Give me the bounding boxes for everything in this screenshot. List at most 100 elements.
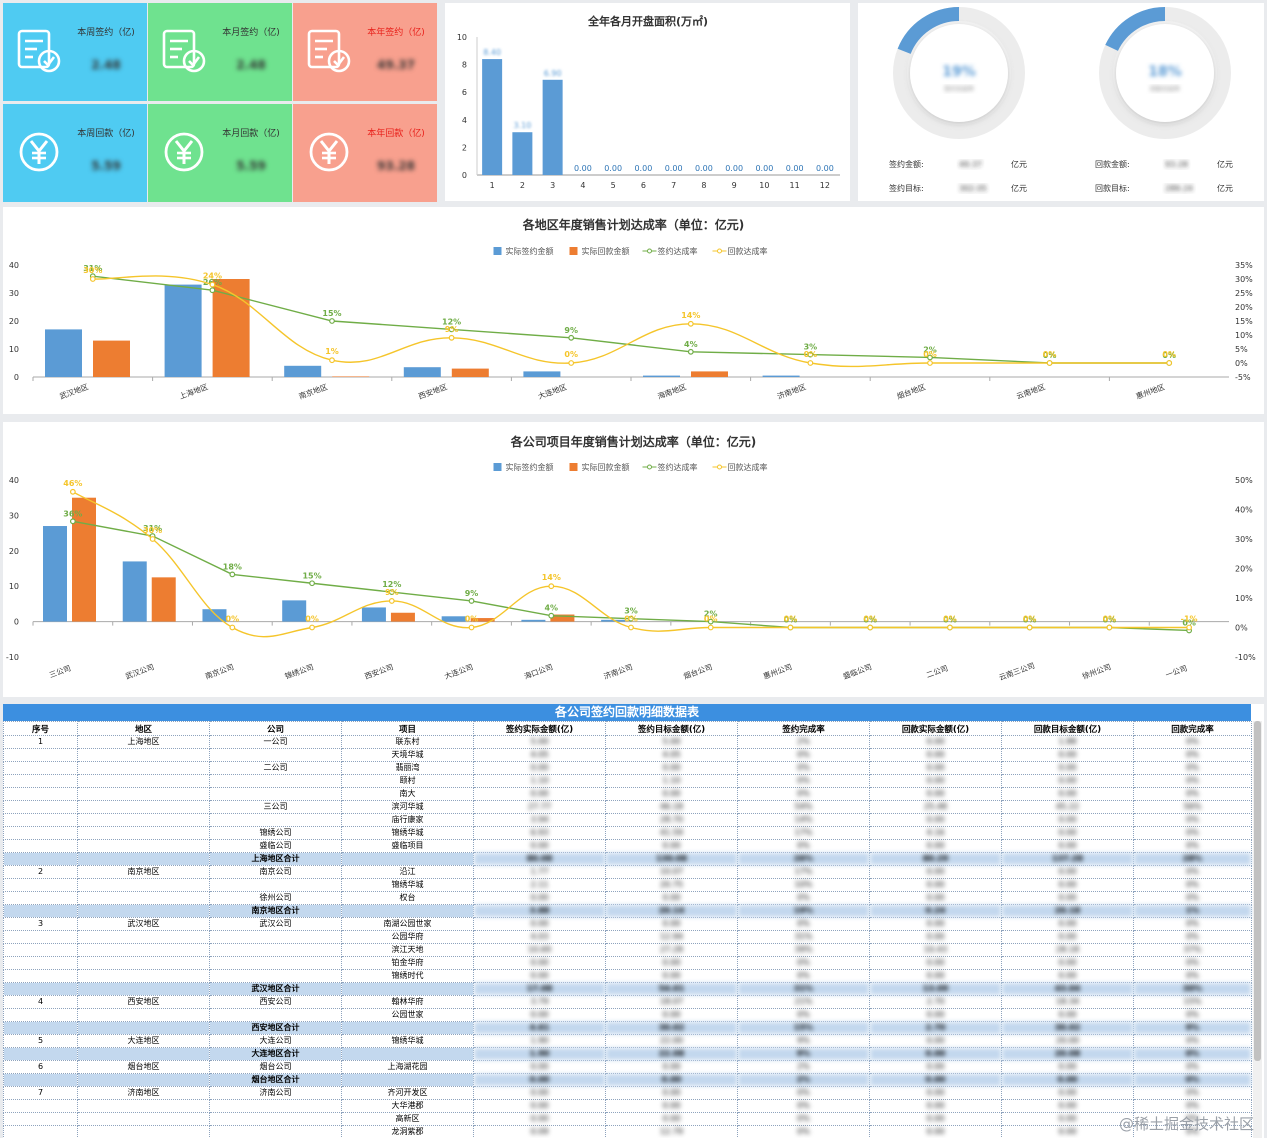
pay-rate-label: 0% (804, 350, 818, 359)
x-category-label: 锦绣公司 (283, 661, 315, 681)
x-category-label: 济南公司 (602, 661, 634, 681)
legend-label[interactable]: 实际回款金额 (582, 462, 630, 472)
y2-tick-label: 30% (1235, 535, 1253, 544)
pay-rate-label: 0% (1162, 350, 1176, 359)
table-cell (209, 1008, 342, 1022)
column-header[interactable]: 项目 (341, 721, 474, 736)
table-cell: 10.69 (473, 943, 606, 957)
table-cell: 0.00 (869, 813, 1002, 827)
table-cell (77, 1008, 210, 1022)
pay-rate-point (807, 360, 814, 366)
table-cell: 31% (737, 982, 870, 996)
table-cell: 21% (737, 995, 870, 1009)
table-cell: 25.48 (869, 800, 1002, 814)
sign-rate-label: 0% (943, 616, 957, 625)
legend-label[interactable]: 实际回款金额 (582, 246, 630, 256)
table-cell: 0% (1133, 878, 1252, 892)
table-cell: 0.00 (605, 917, 738, 931)
table-cell: 南湖公园世家 (341, 917, 474, 931)
column-header[interactable]: 回款实际金额(亿) (869, 721, 1002, 736)
table-cell (77, 956, 210, 970)
table-cell: 0.00 (1001, 865, 1134, 879)
company-combo-chart: 各公司项目年度销售计划达成率（单位：亿元) 实际签约金额 实际回款金额 签约达成率 回款… (6, 434, 1256, 682)
pay-rate-point (468, 624, 475, 631)
pay-rate-label: 0% (624, 615, 638, 624)
sign-rate-point (568, 334, 575, 341)
sign-rate-line (92, 275, 1170, 364)
legend-label[interactable]: 实际签约金额 (506, 246, 554, 256)
x-category-label: 南京地区 (297, 381, 329, 401)
table-cell (77, 1125, 210, 1138)
table-cell: 0.00 (869, 761, 1002, 775)
column-header[interactable]: 地区 (77, 721, 210, 736)
pay-amount-value: 93.28 (1165, 160, 1188, 169)
y-tick-label: -10 (6, 653, 19, 662)
sign-bar (643, 375, 680, 377)
sign-rate-point (548, 612, 555, 619)
kpi-card-3: 本年签约（亿) 49.37 (293, 3, 437, 101)
table-cell: 庙行康家 (341, 813, 474, 827)
table-cell: 0.00 (1001, 917, 1134, 931)
table-cell: 0% (737, 761, 870, 775)
legend-label[interactable]: 签约达成率 (658, 246, 698, 256)
sign-bar (601, 619, 626, 622)
legend-label[interactable]: 实际签约金额 (506, 462, 554, 472)
sign-rate-label: 0% (1043, 351, 1057, 360)
table-cell (77, 969, 210, 983)
table-cell: 锦绣华城 (341, 826, 474, 840)
table-cell: 西安公司 (209, 995, 342, 1009)
table-cell: 0.09 (473, 1125, 606, 1138)
table-cell: 0.00 (1001, 826, 1134, 840)
pay-amount-label: 回款金额: (1095, 159, 1130, 169)
column-header[interactable]: 签约完成率 (737, 721, 870, 736)
pay-rate-label: 0% (1043, 350, 1057, 359)
table-row: 武汉地区合计 17.08 54.01 31% 13.09 43.04 30% (3, 982, 1252, 996)
pay-rate-point (309, 624, 315, 631)
table-cell: 0.00 (605, 891, 738, 905)
table-cell: 54.01 (605, 982, 738, 996)
table-cell: 0.00 (605, 839, 738, 853)
legend-label[interactable]: 签约达成率 (658, 462, 698, 472)
column-header[interactable]: 签约实际金额(亿) (473, 721, 606, 736)
table-cell: 二公司 (209, 761, 342, 775)
pay-rate-point (707, 624, 714, 631)
sign-rate-label: 4% (684, 340, 698, 349)
legend-label[interactable]: 回款达成率 (728, 246, 768, 256)
table-cell (3, 904, 78, 918)
table-cell (341, 904, 474, 918)
sign-rate-point (69, 518, 76, 525)
table-cell: 武汉地区合计 (209, 982, 342, 996)
table-cell: 0.00 (473, 761, 606, 775)
table-cell: 0.00 (1001, 956, 1134, 970)
column-header[interactable]: 序号 (3, 721, 78, 736)
table-cell (77, 930, 210, 944)
sign-rate-label: 0% (863, 616, 877, 625)
table-cell (341, 1073, 474, 1087)
table-row: 公园世家 0.00 0.00 0% 0.00 0.00 0% (3, 1008, 1252, 1022)
table-cell: 盛临项目 (341, 839, 474, 853)
column-header[interactable]: 签约目标金额(亿) (605, 721, 738, 736)
table-cell (3, 774, 78, 788)
column-header[interactable]: 公司 (209, 721, 342, 736)
legend-label[interactable]: 回款达成率 (728, 462, 768, 472)
sign-amount-value: 49.37 (959, 160, 982, 169)
sign-bar (403, 367, 441, 377)
kpi-value: 2.48 (236, 58, 266, 72)
table-cell: 南京地区 (77, 865, 210, 879)
table-row: 盛临公司 盛临项目 0.00 0.00 0% 0.00 0.00 0% (3, 839, 1252, 853)
table-cell: 1.90 (473, 1047, 606, 1061)
x-tick-label: 3 (550, 181, 555, 190)
column-header[interactable]: 回款目标金额(亿) (1001, 721, 1134, 736)
pay-rate-point (628, 624, 634, 631)
column-header[interactable]: 回款完成率 (1133, 721, 1252, 736)
table-cell (3, 748, 78, 762)
scrollbar-thumb[interactable] (1254, 721, 1261, 1061)
legend-swatch (569, 463, 578, 471)
table-scrollbar[interactable] (1253, 721, 1262, 1138)
contract-icon (17, 29, 61, 73)
sign-bar (282, 600, 307, 622)
table-cell: 大连地区 (77, 1034, 210, 1048)
table-cell: 43.04 (1001, 982, 1134, 996)
y2-tick-label: 35% (1235, 261, 1253, 270)
kpi-label: 本月回款（亿) (222, 129, 280, 139)
